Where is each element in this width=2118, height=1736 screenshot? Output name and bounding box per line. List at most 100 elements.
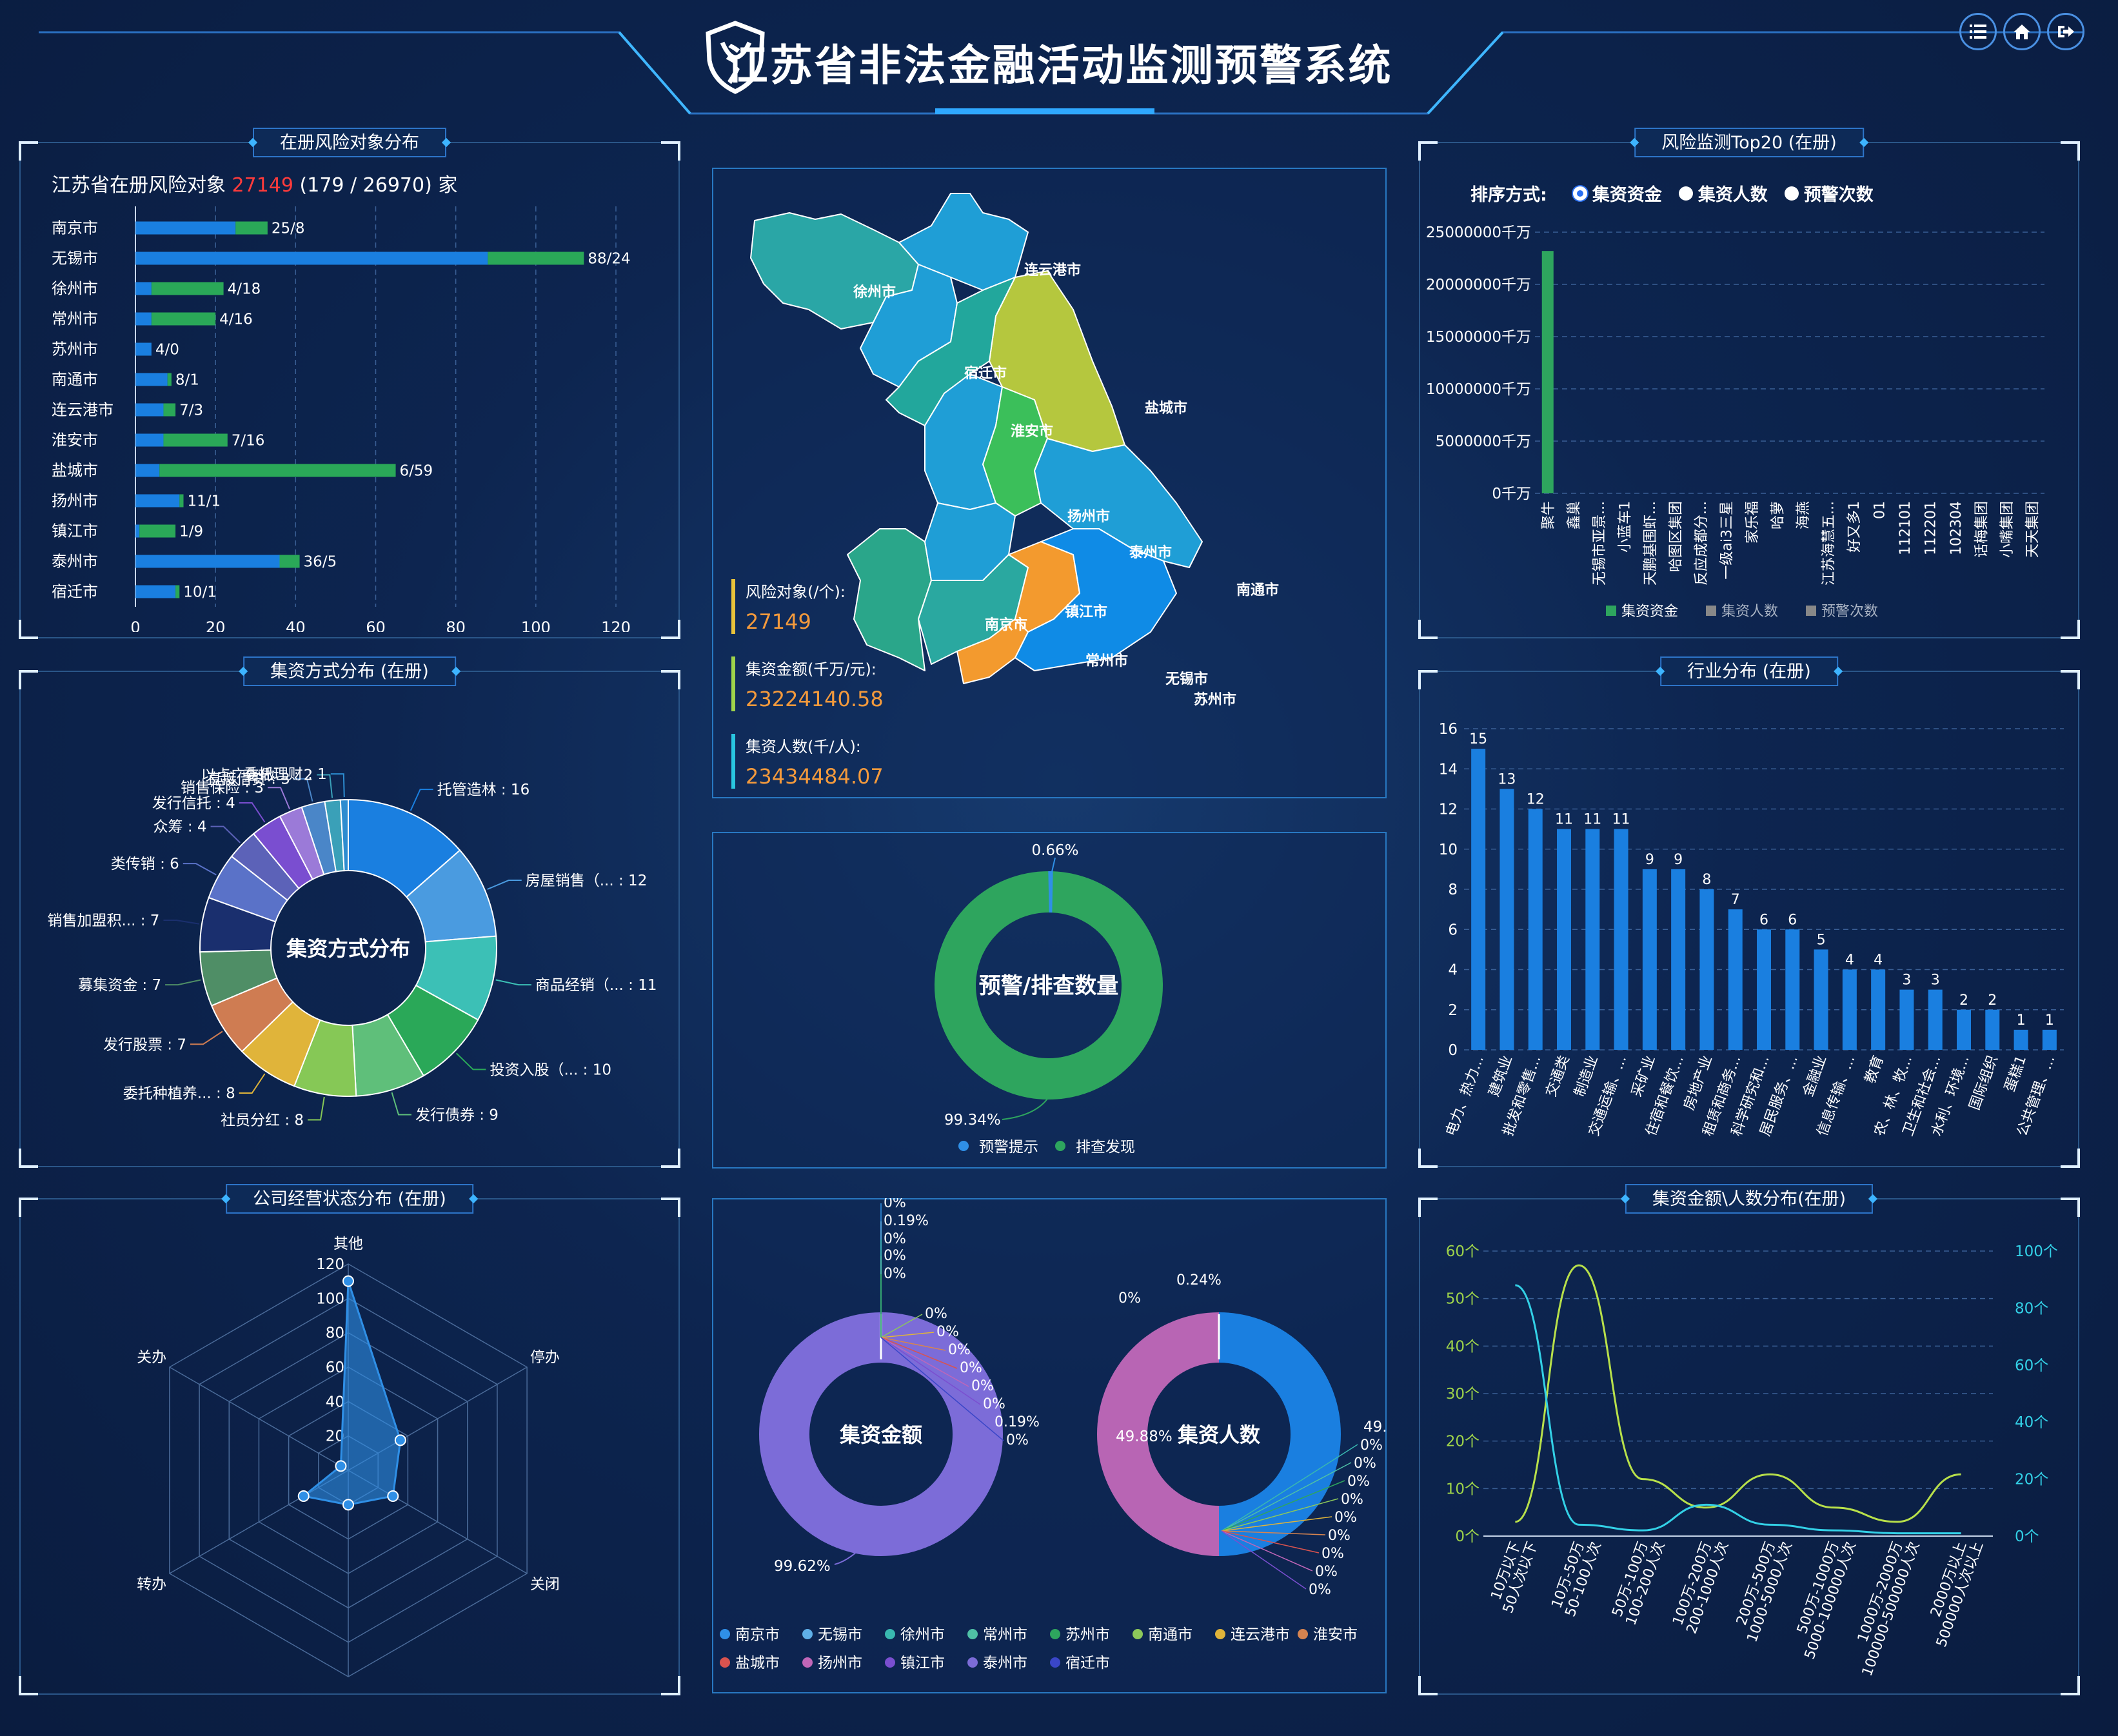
bar[interactable] — [1471, 749, 1486, 1050]
legend-label[interactable]: 盐城市 — [735, 1655, 780, 1672]
radar-point[interactable] — [342, 1275, 354, 1287]
bar-segment-secondary[interactable] — [235, 221, 268, 235]
sort-option-warnings[interactable]: 预警次数 — [1784, 181, 1874, 206]
people-donut-nanjing[interactable] — [1218, 1312, 1341, 1556]
map-label-changzhou: 常州市 — [1085, 653, 1128, 669]
bar-segment-primary[interactable] — [135, 252, 488, 265]
label-leader — [330, 773, 345, 798]
bar[interactable] — [1528, 809, 1543, 1050]
label-leader — [239, 802, 266, 823]
y-left-tick-label: 60个 — [1446, 1243, 1480, 1260]
map-region-suzhou[interactable] — [1014, 528, 1177, 671]
bar-segment-secondary[interactable] — [179, 494, 184, 508]
bar-segment-secondary[interactable] — [163, 433, 228, 447]
legend-label[interactable]: 南京市 — [735, 1626, 780, 1643]
x-tick-label: 120 — [601, 618, 631, 632]
people-donut-yangzhou[interactable] — [1097, 1312, 1220, 1556]
bar[interactable] — [1499, 789, 1514, 1050]
map-region-huaian[interactable] — [886, 277, 1016, 426]
bar-segment-secondary[interactable] — [488, 252, 584, 265]
bar-segment-primary[interactable] — [135, 555, 280, 568]
map-label-nantong: 南通市 — [1236, 582, 1279, 598]
bar-segment-primary[interactable] — [135, 312, 152, 326]
legend-label[interactable]: 连云港市 — [1231, 1626, 1290, 1643]
bar[interactable] — [1985, 1009, 2000, 1050]
map-region-nanjing[interactable] — [847, 528, 932, 671]
bar-segment-primary[interactable] — [135, 221, 236, 235]
bar[interactable] — [1614, 829, 1628, 1050]
bar-segment-primary[interactable] — [135, 524, 140, 538]
bar-segment-secondary[interactable] — [175, 585, 180, 598]
radar-point[interactable] — [342, 1499, 354, 1511]
bar[interactable] — [1585, 829, 1600, 1050]
bar[interactable] — [1814, 949, 1828, 1050]
radar-point[interactable] — [297, 1490, 310, 1502]
bar[interactable] — [1957, 1009, 1971, 1050]
list-button[interactable] — [1959, 13, 1997, 50]
bar[interactable] — [1928, 989, 1943, 1050]
legend-label[interactable]: 镇江市 — [900, 1655, 945, 1672]
bar[interactable] — [1699, 889, 1714, 1050]
bar[interactable] — [1785, 929, 1800, 1050]
bar-segment-primary[interactable] — [135, 342, 152, 356]
legend-label[interactable]: 南通市 — [1148, 1626, 1193, 1643]
bar-segment-primary[interactable] — [135, 464, 160, 477]
bar[interactable] — [1671, 869, 1686, 1050]
radar-indicator-label: 转办 — [137, 1576, 166, 1593]
map-region-taizhou[interactable] — [982, 386, 1048, 517]
sort-option-amount[interactable]: 集资资金 — [1572, 181, 1662, 206]
bar-segment-secondary[interactable] — [279, 555, 300, 568]
bar[interactable] — [1541, 251, 1554, 493]
legend-label[interactable]: 集资人数 — [1721, 604, 1778, 620]
bar-segment-primary[interactable] — [135, 433, 164, 447]
legend-label[interactable]: 苏州市 — [1065, 1626, 1110, 1643]
legend-label[interactable]: 预警次数 — [1821, 604, 1878, 620]
bar[interactable] — [1728, 909, 1743, 1050]
sort-option-people[interactable]: 集资人数 — [1678, 181, 1768, 206]
bar-segment-secondary[interactable] — [139, 524, 176, 538]
radar-point[interactable] — [335, 1460, 347, 1472]
legend-label[interactable]: 淮安市 — [1313, 1626, 1358, 1643]
bar-segment-primary[interactable] — [135, 403, 164, 417]
bar-segment-primary[interactable] — [135, 585, 176, 598]
legend-label[interactable]: 宿迁市 — [1065, 1655, 1110, 1672]
logout-button[interactable] — [2047, 13, 2084, 50]
y-tick-label: 宿迁市 — [52, 583, 98, 601]
bar-segment-primary[interactable] — [135, 373, 168, 386]
line-series[interactable] — [1515, 1284, 1961, 1535]
bar[interactable] — [1871, 969, 1886, 1050]
map-region-nantong[interactable] — [1034, 438, 1203, 568]
legend-label[interactable]: 集资资金 — [1621, 604, 1678, 620]
slice-label: 委托种植养... : 8 — [123, 1085, 235, 1102]
bar-segment-primary[interactable] — [135, 282, 152, 295]
legend-label[interactable]: 常州市 — [983, 1626, 1027, 1643]
legend-label[interactable]: 排查发现 — [1076, 1139, 1135, 1156]
x-tick-label: 天天集团 — [2024, 501, 2041, 558]
legend-label[interactable]: 预警提示 — [979, 1139, 1038, 1156]
bar[interactable] — [1642, 869, 1657, 1050]
bar[interactable] — [2042, 1029, 2057, 1050]
bar-segment-primary[interactable] — [135, 494, 180, 508]
line-series[interactable] — [1515, 1264, 1961, 1523]
legend-label[interactable]: 泰州市 — [983, 1655, 1027, 1672]
radar-point[interactable] — [394, 1434, 406, 1446]
radar-point[interactable] — [387, 1490, 399, 1502]
label-leader — [1221, 1480, 1345, 1532]
legend-dot — [802, 1629, 813, 1639]
legend-label[interactable]: 无锡市 — [818, 1626, 862, 1643]
bar-segment-secondary[interactable] — [151, 312, 216, 326]
bar[interactable] — [2014, 1029, 2028, 1050]
shield-logo-icon — [706, 21, 765, 94]
bar-segment-secondary[interactable] — [163, 403, 176, 417]
bar[interactable] — [1842, 969, 1857, 1050]
bar-segment-secondary[interactable] — [151, 282, 224, 295]
bar[interactable] — [1757, 929, 1771, 1050]
home-button[interactable] — [2003, 13, 2041, 50]
bar-segment-secondary[interactable] — [159, 464, 396, 477]
bar[interactable] — [1899, 989, 1914, 1050]
legend-label[interactable]: 扬州市 — [818, 1655, 862, 1672]
bar-segment-secondary[interactable] — [167, 373, 172, 386]
legend-label[interactable]: 徐州市 — [900, 1626, 945, 1643]
donut-slice[interactable] — [339, 798, 349, 872]
bar[interactable] — [1557, 829, 1571, 1050]
